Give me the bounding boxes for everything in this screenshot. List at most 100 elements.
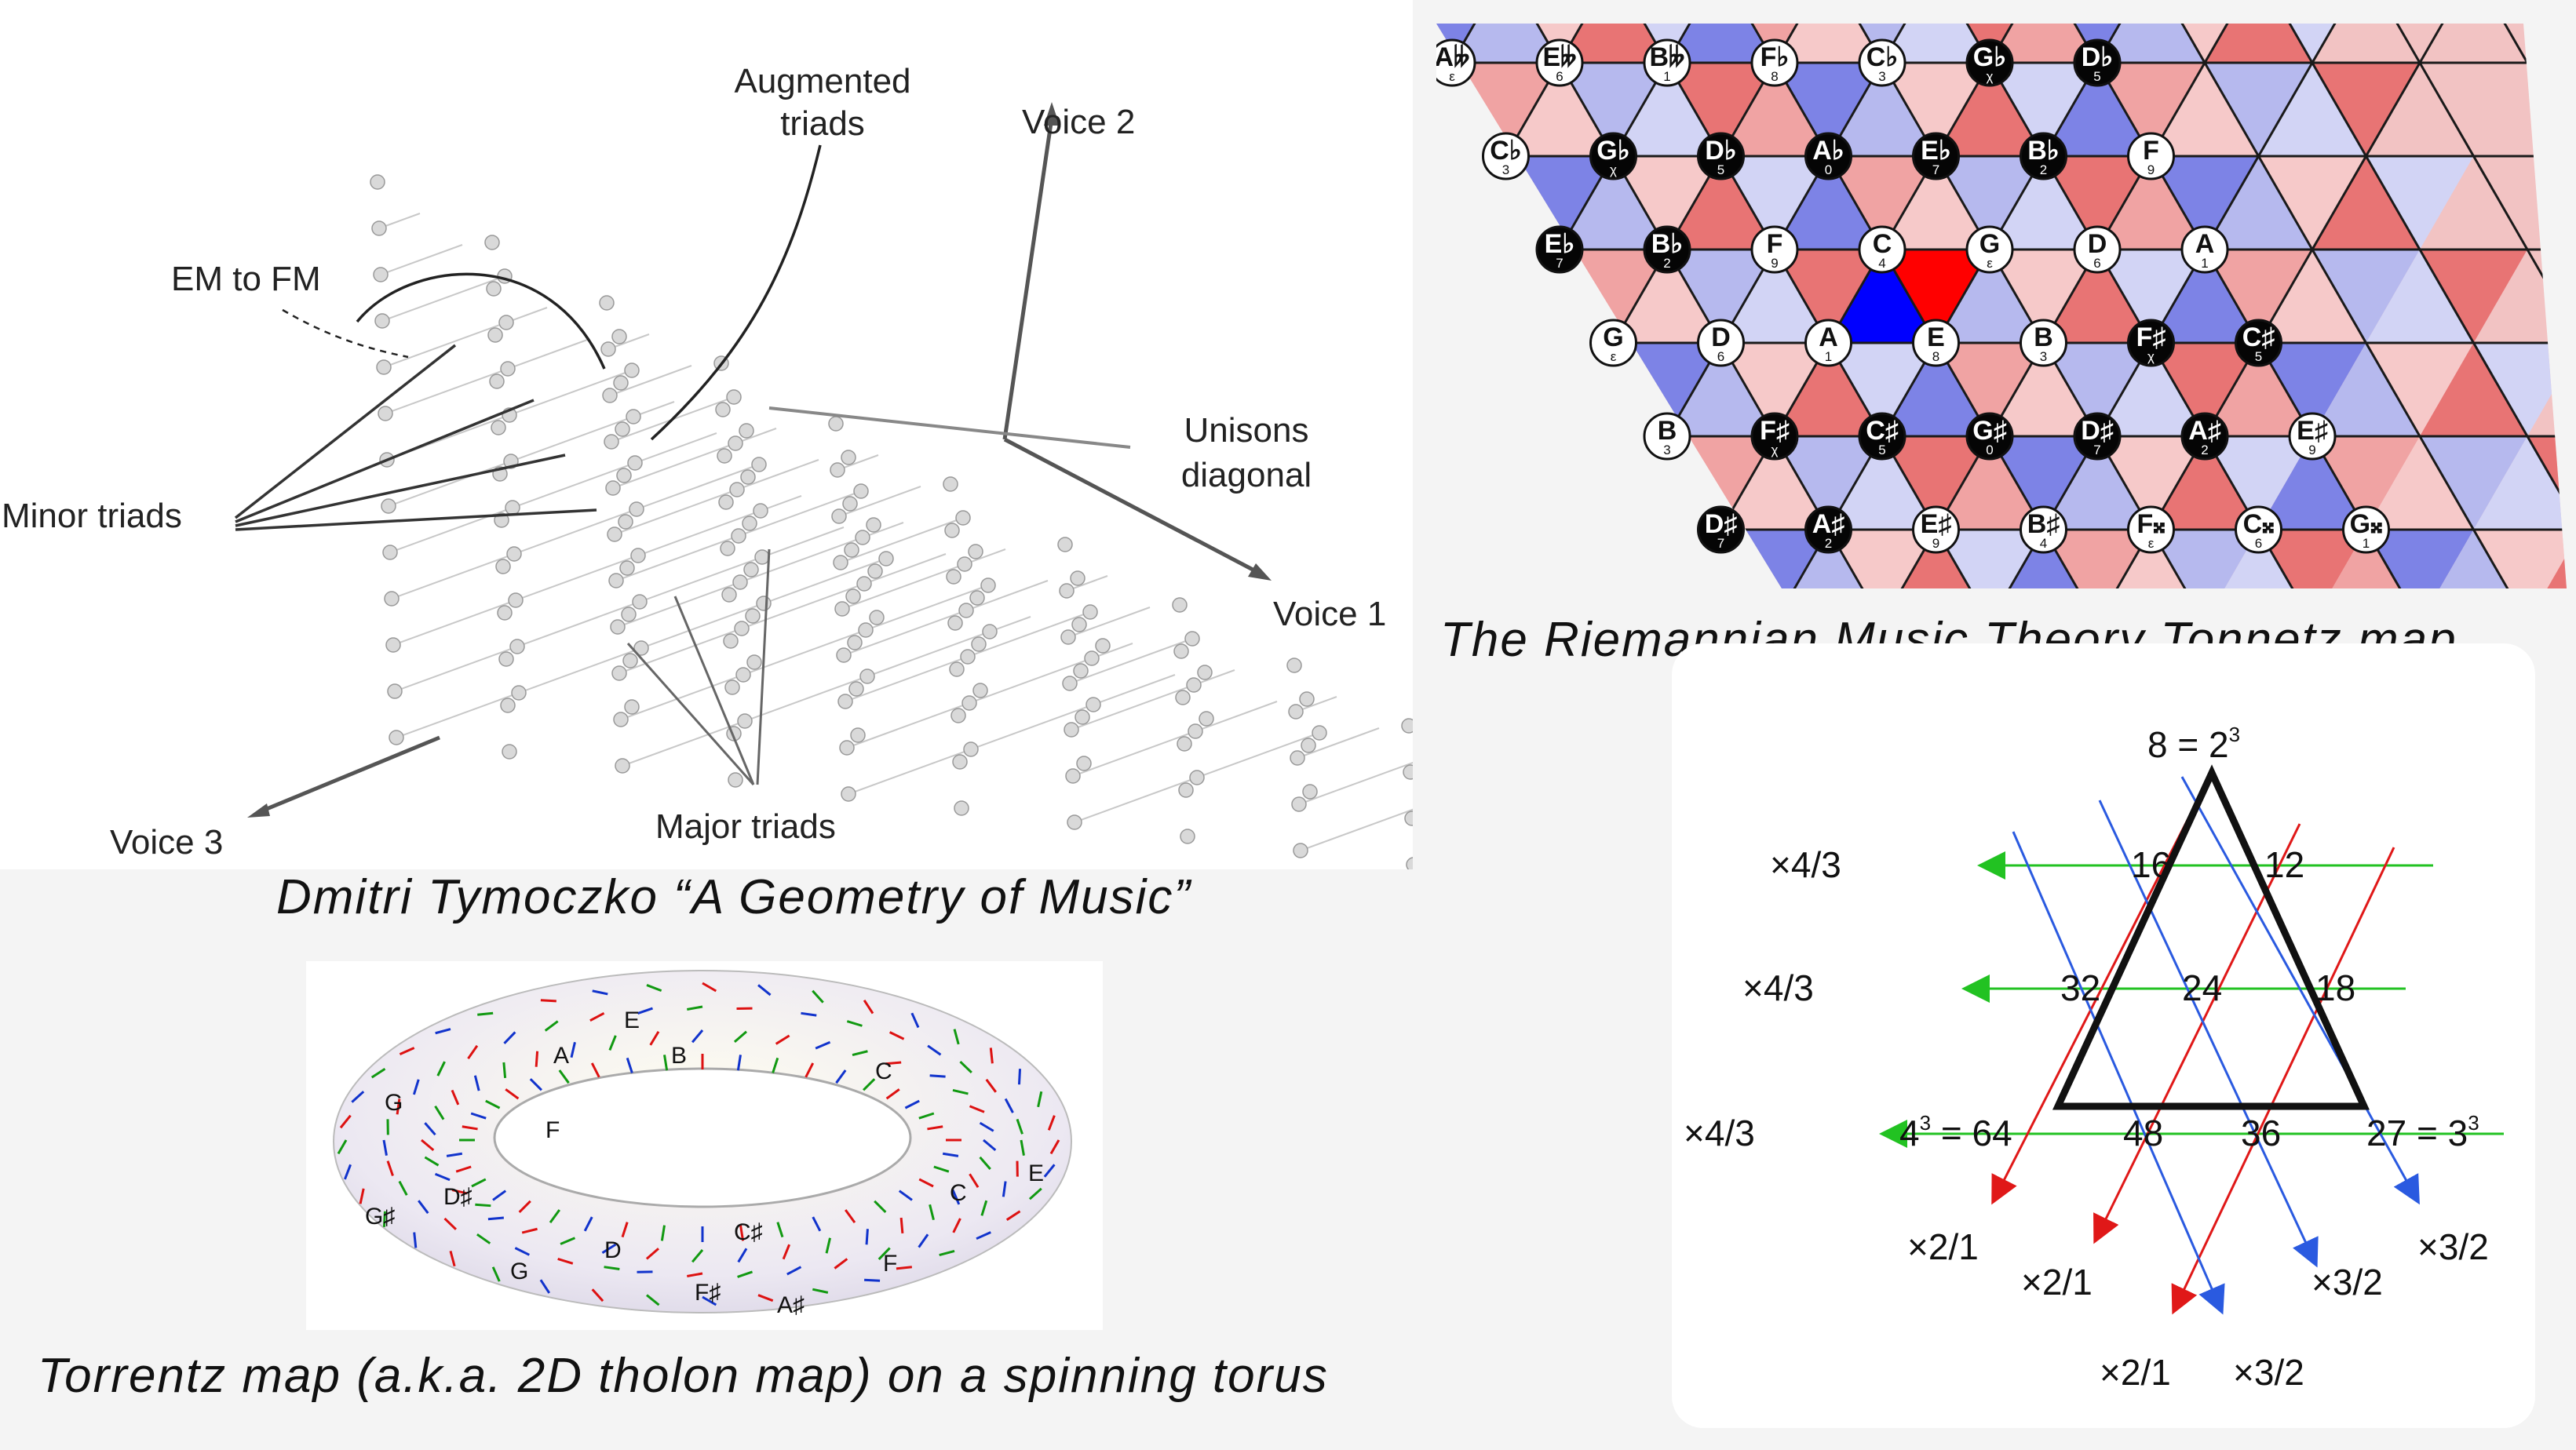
torus-dash xyxy=(560,1237,576,1245)
lattice-line xyxy=(385,338,590,414)
chord-node xyxy=(869,610,885,625)
tonnetz-triangle xyxy=(1560,24,1667,63)
tonnetz-triangle xyxy=(1613,156,1721,250)
chord-node xyxy=(831,508,847,524)
chord-node xyxy=(731,528,746,544)
torus-dash xyxy=(757,1294,774,1302)
chord-node xyxy=(489,373,505,389)
torus-dash xyxy=(874,1200,887,1213)
tonnetz-note-name: F xyxy=(2143,136,2159,166)
lattice-line xyxy=(838,486,921,517)
tonnetz-note-name: B♭ xyxy=(2027,136,2060,166)
tonnetz-note-name: E xyxy=(1927,322,1945,352)
torus-dash xyxy=(424,1156,440,1167)
torus-dash xyxy=(952,1088,969,1095)
tonnetz-note-name: B♭ xyxy=(1651,229,1684,259)
lattice-line xyxy=(1071,669,1235,730)
chord-node xyxy=(841,786,856,802)
torus-dash xyxy=(434,1172,451,1182)
tonnetz-triangle xyxy=(2205,250,2312,343)
tonnetz-triangle xyxy=(1936,63,2044,156)
torus-dash xyxy=(443,1217,457,1230)
torus-label: A xyxy=(553,1043,569,1069)
tonnetz-node: Gε xyxy=(1589,319,1637,367)
chord-node xyxy=(1177,736,1192,752)
torus-dash xyxy=(467,1044,479,1060)
chord-node xyxy=(1404,811,1413,826)
torus-dash xyxy=(487,1216,504,1221)
tonnetz-triangle xyxy=(1505,63,1614,156)
torus-dash xyxy=(645,1248,659,1260)
chord-node xyxy=(500,698,516,713)
tonnetz-triangle xyxy=(1452,436,1560,530)
chord-node xyxy=(491,420,506,435)
tonnetz-triangle xyxy=(1882,343,1990,436)
tonnetz-node-circle xyxy=(2020,319,2067,367)
chord-node xyxy=(751,457,767,472)
tonnetz-triangle xyxy=(1560,63,1667,156)
value-16: 16 xyxy=(2131,844,2171,885)
value-48: 48 xyxy=(2123,1113,2163,1153)
torus-dash xyxy=(927,1044,942,1056)
value-32: 32 xyxy=(2060,967,2100,1008)
torus-dash xyxy=(812,1216,822,1232)
torus-dash xyxy=(421,1139,435,1152)
torus-dash xyxy=(451,1189,468,1195)
tonnetz-node-circle xyxy=(1482,132,1530,180)
torus-dash xyxy=(339,1114,352,1129)
chord-node xyxy=(508,592,524,608)
torus-label: F♯ xyxy=(695,1280,721,1306)
lattice-line xyxy=(622,616,1031,767)
tonnetz-node-circle xyxy=(1912,319,1960,367)
torus-dash xyxy=(896,1266,913,1270)
tonnetz-node-circle xyxy=(1436,38,1476,87)
torus-dash xyxy=(539,1279,551,1294)
tonnetz-node: G𝄪1 xyxy=(2342,505,2390,554)
torus-dash xyxy=(885,1061,902,1066)
multiplier-bottom-5: ×2/1 xyxy=(2100,1352,2171,1393)
chord-node xyxy=(717,448,732,464)
tonnetz-node: E♭7 xyxy=(1535,225,1584,274)
torus-dash xyxy=(918,1233,929,1248)
chord-node xyxy=(837,694,853,709)
chord-node xyxy=(1178,782,1194,798)
chord-node xyxy=(756,596,772,611)
torus-dash xyxy=(503,1031,516,1044)
multiplier-bottom-1: ×2/1 xyxy=(1907,1226,1979,1267)
tonnetz-node-circle xyxy=(2127,505,2175,554)
tonnetz-pitch-class: 5 xyxy=(2255,349,2262,364)
tonnetz-pitch-class: 6 xyxy=(1717,349,1724,364)
tonnetz-node: C4 xyxy=(1858,225,1906,274)
tonnetz-pitch-class: 3 xyxy=(1878,69,1885,84)
tonnetz-triangle xyxy=(2205,436,2312,530)
torus-dash xyxy=(815,1040,831,1050)
torus-label: D♯ xyxy=(443,1184,473,1210)
torus-dash xyxy=(812,1288,829,1294)
torus-dash xyxy=(899,1217,904,1234)
tonnetz-triangle xyxy=(1828,530,1936,588)
multiplier-bottom-6: ×3/2 xyxy=(2233,1352,2304,1393)
tonnetz-triangle xyxy=(2151,156,2259,250)
chord-node xyxy=(1082,604,1098,620)
chord-node xyxy=(830,462,845,478)
torus-dash xyxy=(382,1139,388,1156)
tonnetz-node-circle xyxy=(1750,225,1799,274)
torus-note-labels: D G F♯ C♯ F C D♯ G♯ A♯ B E A F C G E xyxy=(365,1007,1044,1318)
tonnetz-node: F♯χ xyxy=(1750,412,1799,461)
torus-dash xyxy=(834,1258,848,1270)
tonnetz-note-name: F xyxy=(1767,229,1783,259)
chord-node xyxy=(619,560,635,576)
tonnetz-node: G♯0 xyxy=(1965,412,2014,461)
tonnetz-note-name: B xyxy=(2034,322,2053,352)
tonnetz-note-name: G♭ xyxy=(1973,42,2006,72)
torus-interval-dashes xyxy=(337,982,1060,1306)
tonnetz-pitch-class: χ xyxy=(1771,443,1779,457)
torus-dash xyxy=(529,1078,542,1091)
tonnetz-triangle xyxy=(2043,250,2151,343)
torus-label: A♯ xyxy=(777,1292,805,1318)
torus-dash xyxy=(976,1231,991,1241)
voice1-label: Voice 1 xyxy=(1273,595,1386,633)
tonnetz-node: Gε xyxy=(1965,225,2014,274)
tonnetz-triangle xyxy=(1882,24,1990,63)
chord-node xyxy=(943,476,958,492)
